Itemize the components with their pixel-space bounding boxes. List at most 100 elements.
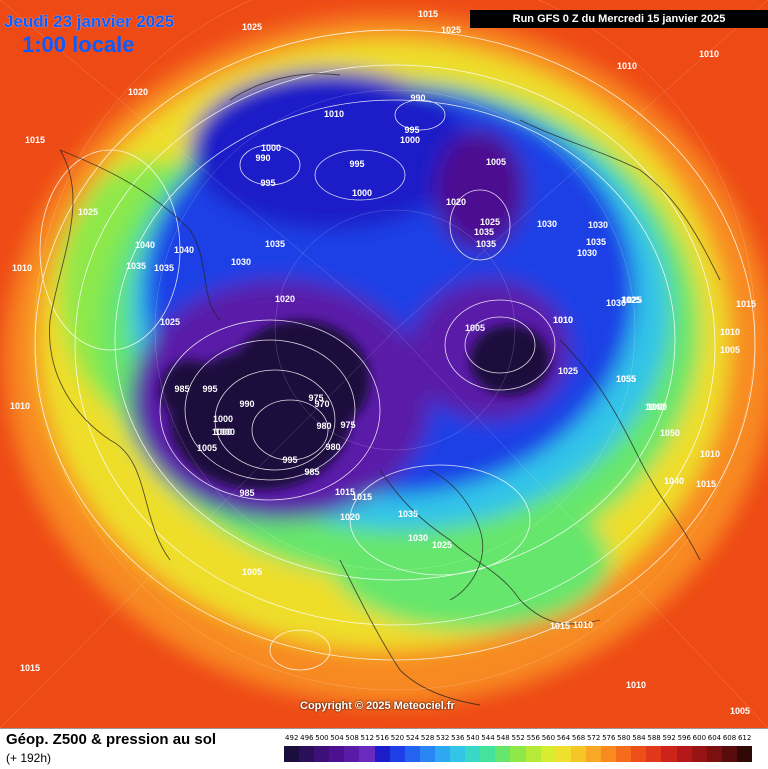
colorbar-label: 496 <box>300 734 314 742</box>
isobar-label: 995 <box>260 178 276 188</box>
colorbar-swatch <box>676 746 693 762</box>
isobar-label: 995 <box>404 125 420 135</box>
blue-lobe-north <box>190 70 470 230</box>
colorbar-swatch <box>661 746 677 762</box>
isobar-label: 1025 <box>77 207 99 217</box>
colorbar-label: 548 <box>496 734 510 742</box>
colorbar-swatch <box>525 746 542 762</box>
isobar-label: 980 <box>316 421 332 431</box>
colorbar-label: 544 <box>481 734 495 742</box>
isobar-label: 1030 <box>587 220 609 230</box>
colorbar-swatch <box>450 746 466 762</box>
colorbar-swatch <box>510 746 527 762</box>
isobar-label: 1005 <box>485 157 507 167</box>
colorbar-swatch <box>419 746 436 762</box>
isobar-label: 1010 <box>552 315 574 325</box>
isobar-label: 1015 <box>334 487 356 497</box>
colorbar-swatch <box>631 746 647 762</box>
colorbar-label: 520 <box>390 734 405 742</box>
isobar-label: 1040 <box>644 402 666 412</box>
colorbar-label: 552 <box>511 734 525 742</box>
isobar-label: 1035 <box>153 263 175 273</box>
isobar-label: 1015 <box>351 492 373 502</box>
isobar-label: 985 <box>304 467 320 477</box>
isobar-label: 1020 <box>339 512 361 522</box>
colorbar-label: 512 <box>360 734 374 742</box>
isobar-label: 1020 <box>445 197 467 207</box>
colorbar-swatch <box>480 746 496 762</box>
colorbar-swatch <box>389 746 406 762</box>
isobar-label: 1025 <box>159 317 181 327</box>
colorbar-label: 556 <box>526 734 540 742</box>
colorbar-swatch <box>329 746 345 762</box>
isobar-label: 1015 <box>417 9 439 19</box>
isobar-label: 1025 <box>440 25 462 35</box>
colorbar-label: 604 <box>707 734 722 742</box>
colorbar-label: 560 <box>541 734 556 742</box>
colorbar-labels: 492 496 500 504 508 512 516 520 524 528 532 536 540 5… <box>284 734 752 744</box>
isobar-label: 975 <box>308 393 324 403</box>
colorbar-swatch <box>736 746 753 762</box>
colorbar-swatch <box>359 746 376 762</box>
isobar-label: 980 <box>325 442 341 452</box>
isobar-label: 1010 <box>323 109 345 119</box>
isobar-label: 1030 <box>576 248 598 258</box>
isobar-label: 1000 <box>212 414 234 424</box>
isobar-label: 1005 <box>196 443 218 453</box>
isobar-label: 1020 <box>274 294 296 304</box>
colorbar-swatch <box>601 746 617 762</box>
colorbar-swatch <box>646 746 662 762</box>
colorbar-label: 540 <box>466 734 480 742</box>
colorbar-swatch <box>706 746 723 762</box>
colorbar-swatch <box>374 746 391 762</box>
isobar-label: 1025 <box>479 217 501 227</box>
isobar-label: 1035 <box>585 237 607 247</box>
isobar-label: 1005 <box>719 345 741 355</box>
isobar-label: 1040 <box>134 240 156 250</box>
colorbar-swatch <box>691 746 708 762</box>
colorbar-swatch <box>344 746 360 762</box>
forecast-hour: (+ 192h) <box>6 751 52 765</box>
isobar-label: 985 <box>174 384 190 394</box>
colorbar-label: 508 <box>345 734 359 742</box>
colorbar-swatch <box>299 746 315 762</box>
footer-legend: Géop. Z500 & pression au sol (+ 192h) 49… <box>0 728 768 769</box>
isobar-label: 970 <box>314 399 330 409</box>
isobar-label: 1010 <box>699 449 721 459</box>
isobar-label: 1035 <box>473 227 495 237</box>
isobar-label: 1030 <box>230 257 252 267</box>
colorbar-swatch <box>434 746 451 762</box>
isobar-label: 1010 <box>719 327 741 337</box>
isobar-label: 1015 <box>735 299 757 309</box>
isobar-label: 1025 <box>557 366 579 376</box>
isobar-label: 995 <box>202 384 218 394</box>
isobar-label: 990 <box>410 93 426 103</box>
dark-core-east <box>470 325 550 395</box>
isobar-label: 1000 <box>351 188 373 198</box>
colorbar-label: 568 <box>571 734 586 742</box>
colorbar-swatch <box>404 746 421 762</box>
isobar-label: 1035 <box>397 509 419 519</box>
colorbar-swatch <box>540 746 557 762</box>
isobar-label: 990 <box>239 399 255 409</box>
isobar-label: 1005 <box>464 323 486 333</box>
isobar-label: 1010 <box>572 620 594 630</box>
isobar-label: 1025 <box>431 540 453 550</box>
colorbar-swatch <box>616 746 632 762</box>
coastlines <box>49 73 721 706</box>
isobar-label: 1035 <box>475 239 497 249</box>
colorbar-label: 532 <box>436 734 450 742</box>
colorbar-swatch <box>721 746 738 762</box>
isobar-label: 1015 <box>549 621 571 631</box>
colorbar-swatch <box>555 746 572 762</box>
isobar-label: 1025 <box>241 22 263 32</box>
isobar-label: 1020 <box>127 87 149 97</box>
isobar-label: 1030 <box>407 533 429 543</box>
colorbar-label: 608 <box>722 734 737 742</box>
isobar-label: 1000 <box>260 143 282 153</box>
colorbar-label: 536 <box>451 734 465 742</box>
isobar-label: 1015 <box>19 663 41 673</box>
colorbar-label: 500 <box>315 734 329 742</box>
copyright-text: Copyright © 2025 Meteociel.fr <box>300 700 455 712</box>
isobar-label: 1025 <box>621 295 643 305</box>
